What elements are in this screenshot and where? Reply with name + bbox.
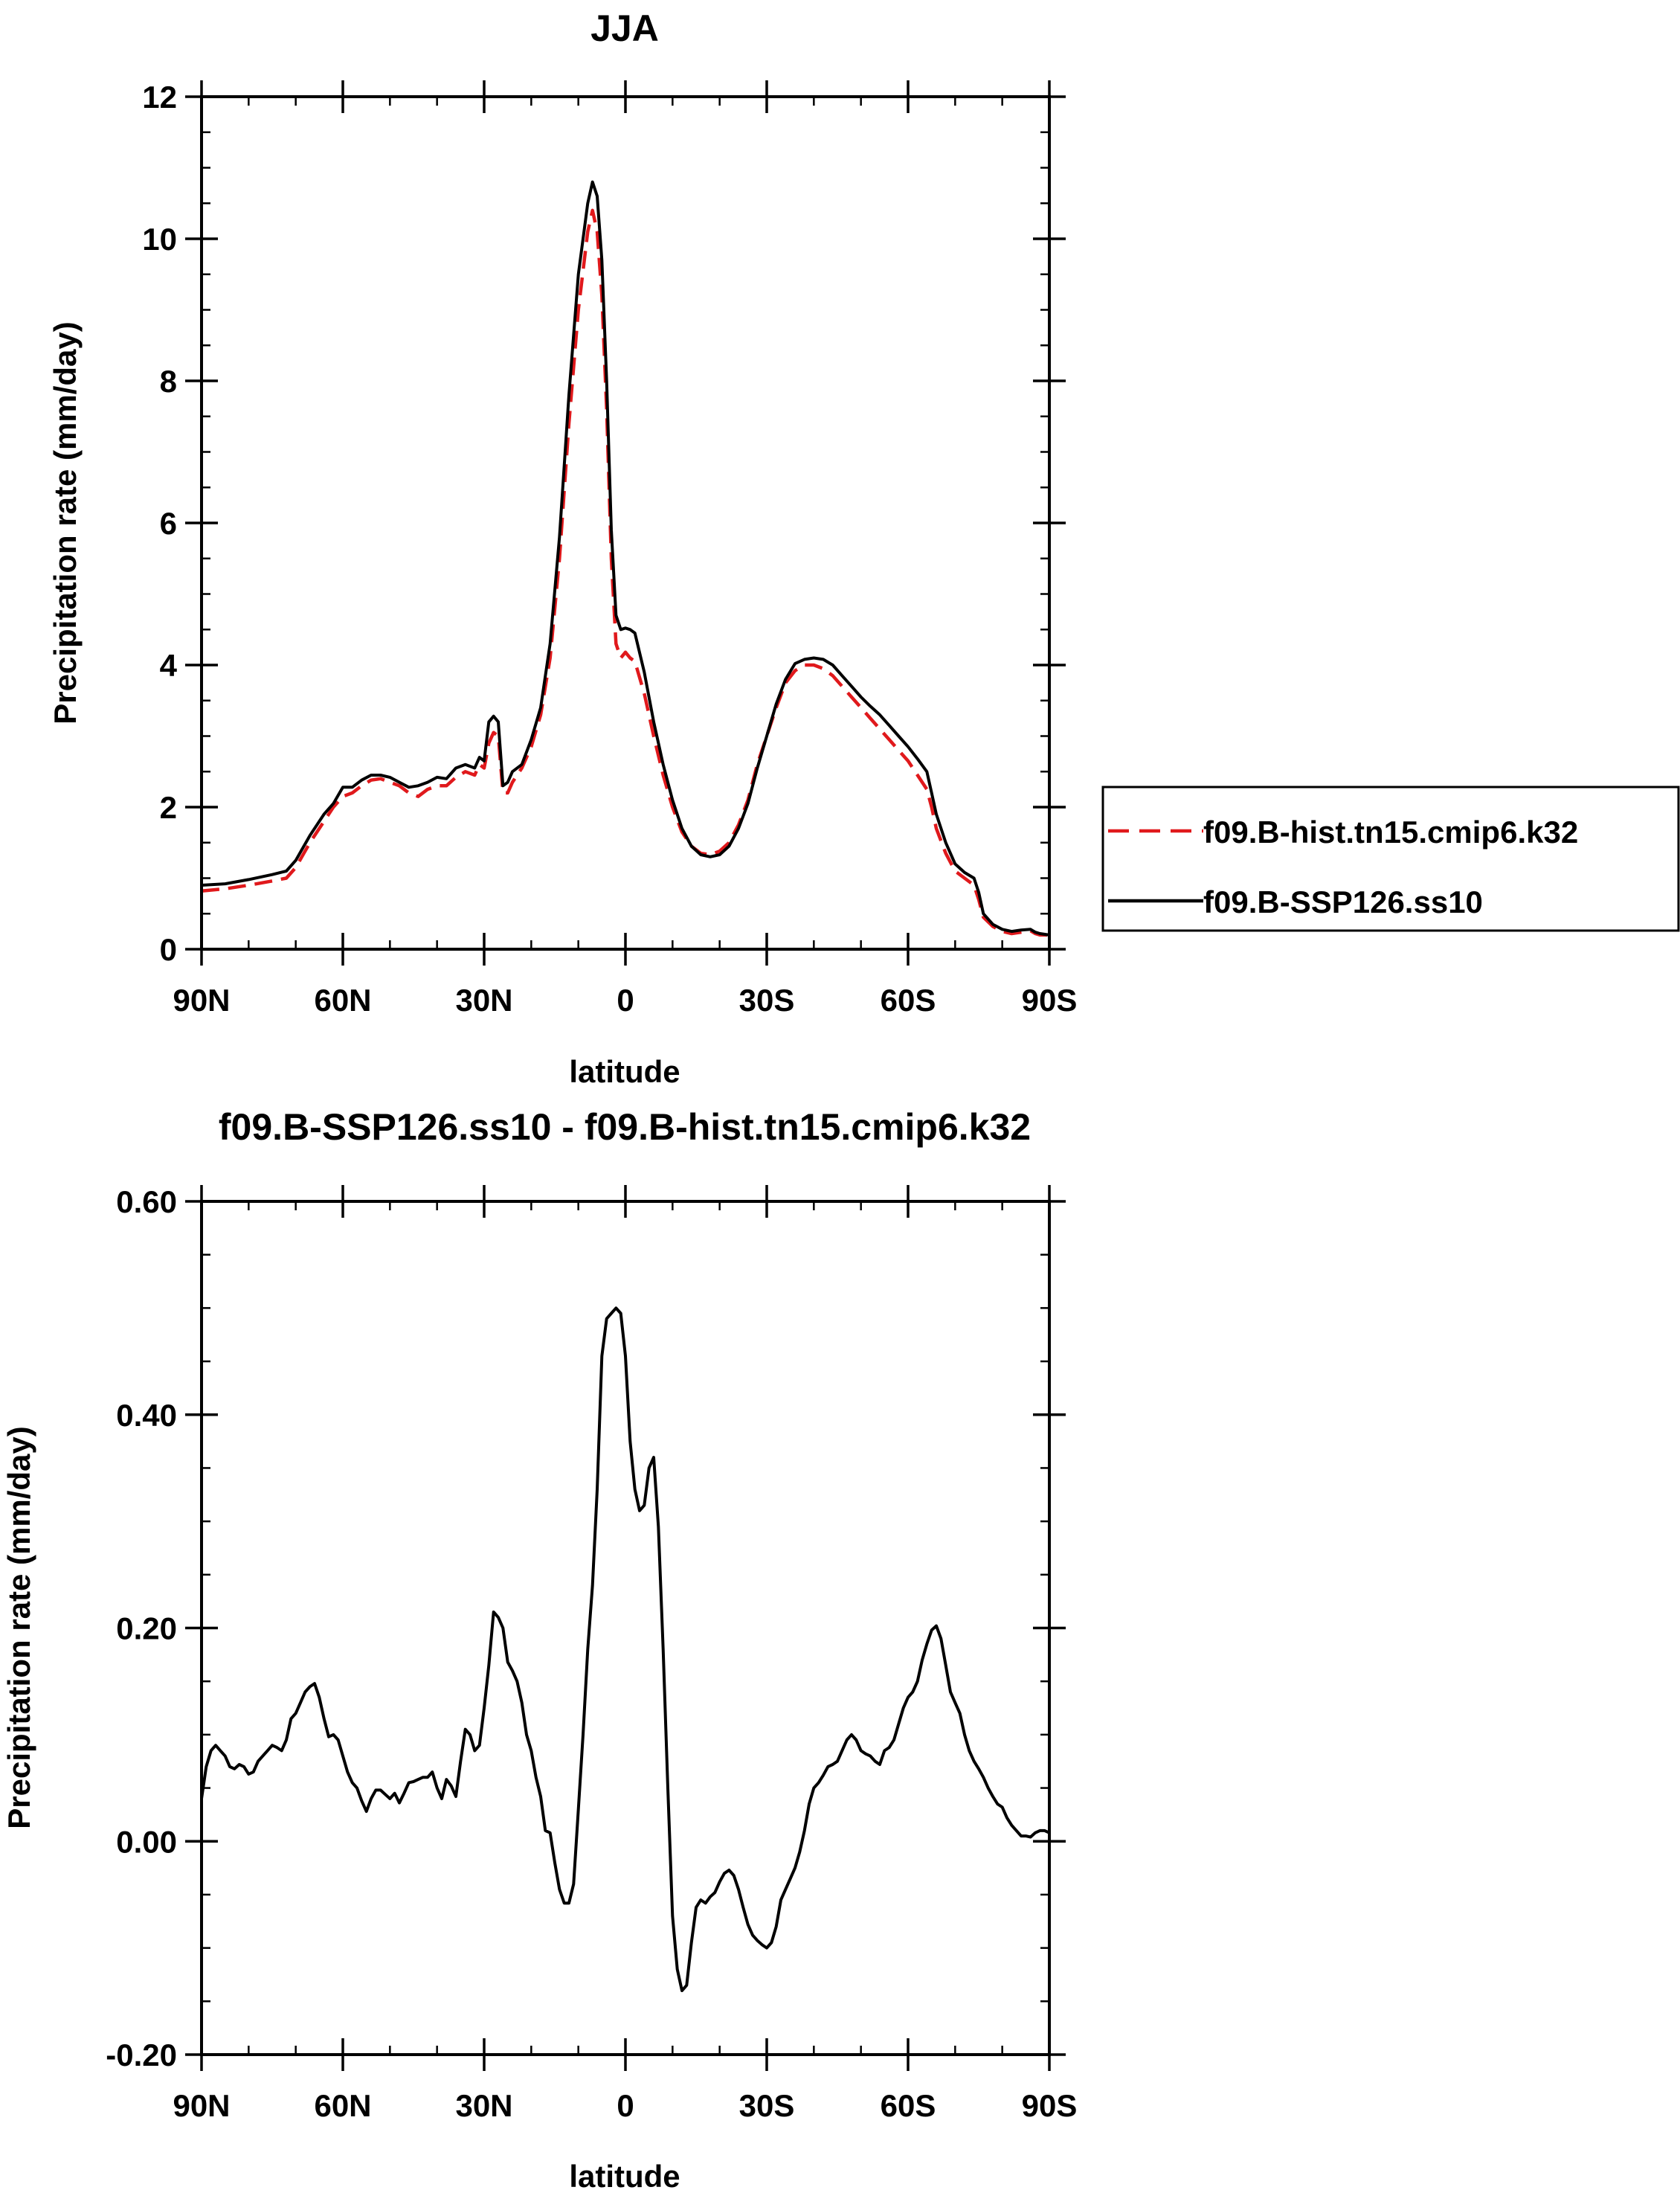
bottom-panel: f09.B-SSP126.ss10 - f09.B-hist.tn15.cmip… xyxy=(1,1106,1077,2190)
top-x-tick-label: 0 xyxy=(617,983,634,1018)
top-panel-title: JJA xyxy=(590,7,659,49)
bottom-y-tick-label: 0.60 xyxy=(116,1184,177,1219)
bottom-x-tick-label: 60S xyxy=(881,2088,936,2123)
top-y-tick-label: 0 xyxy=(160,932,177,967)
bottom-x-tick-label: 30S xyxy=(739,2088,795,2123)
bottom-panel-x-tick-labels: 90N 60N 30N 0 30S 60S 90S xyxy=(173,2088,1077,2123)
bottom-panel-series xyxy=(200,1306,1050,1992)
top-x-tick-label: 90N xyxy=(173,983,230,1018)
top-series-line-1 xyxy=(201,180,1050,937)
top-x-tick-label: 90S xyxy=(1022,983,1078,1018)
bottom-y-tick-label: 0.00 xyxy=(116,1824,177,1859)
top-panel-y-axis-label: Precipitation rate (mm/day) xyxy=(48,321,83,724)
bottom-y-tick-label: -0.20 xyxy=(106,2038,177,2072)
top-x-tick-label: 30S xyxy=(739,983,795,1018)
bottom-panel-minor-ticks xyxy=(202,1201,1049,2055)
bottom-x-tick-label: 90S xyxy=(1022,2088,1078,2123)
top-panel-x-tick-labels: 90N 60N 30N 0 30S 60S 90S xyxy=(173,983,1077,1018)
top-y-tick-label: 4 xyxy=(160,648,178,683)
legend: f09.B-hist.tn15.cmip6.k32 f09.B-SSP126.s… xyxy=(1101,786,1680,932)
top-x-tick-label: 60N xyxy=(314,983,371,1018)
legend-label-ssp126: f09.B-SSP126.ss10 xyxy=(1203,884,1483,919)
top-y-tick-label: 8 xyxy=(160,364,177,399)
bottom-panel-frame xyxy=(200,1200,1051,2056)
bottom-x-tick-label: 90N xyxy=(173,2088,230,2123)
bottom-x-tick-label: 0 xyxy=(617,2088,634,2123)
bottom-panel-x-axis-label: latitude xyxy=(569,2159,680,2190)
top-y-tick-label: 12 xyxy=(142,80,177,115)
top-x-tick-label: 60S xyxy=(881,983,936,1018)
top-panel: JJA 90N 60N 30N 0 30S 60S 90S 0 2 4 6 8 10 12 latitu… xyxy=(48,7,1077,1089)
bottom-series-line-0 xyxy=(200,1306,1050,1992)
top-y-tick-label: 2 xyxy=(160,790,177,825)
top-x-tick-label: 30N xyxy=(455,983,512,1018)
legend-box xyxy=(1101,786,1680,932)
bottom-x-tick-label: 30N xyxy=(455,2088,512,2123)
bottom-x-tick-label: 60N xyxy=(314,2088,371,2123)
top-y-tick-label: 10 xyxy=(142,222,177,257)
bottom-panel-y-axis-label: Precipitation rate (mm/day) xyxy=(1,1426,36,1828)
top-panel-minor-ticks xyxy=(202,97,1049,949)
bottom-y-tick-label: 0.20 xyxy=(116,1611,177,1646)
top-panel-y-tick-labels: 0 2 4 6 8 10 12 xyxy=(142,80,177,967)
bottom-panel-title: f09.B-SSP126.ss10 - f09.B-hist.tn15.cmip… xyxy=(219,1106,1031,1148)
top-panel-series xyxy=(201,180,1050,937)
top-y-tick-label: 6 xyxy=(160,506,177,541)
top-series-line-0 xyxy=(201,208,1049,937)
bottom-panel-y-tick-labels: -0.20 0.00 0.20 0.40 0.60 xyxy=(106,1184,177,2072)
bottom-y-tick-label: 0.40 xyxy=(116,1398,177,1433)
top-panel-frame xyxy=(200,95,1051,951)
top-panel-x-axis-label: latitude xyxy=(569,1054,680,1089)
legend-label-hist: f09.B-hist.tn15.cmip6.k32 xyxy=(1203,815,1578,850)
